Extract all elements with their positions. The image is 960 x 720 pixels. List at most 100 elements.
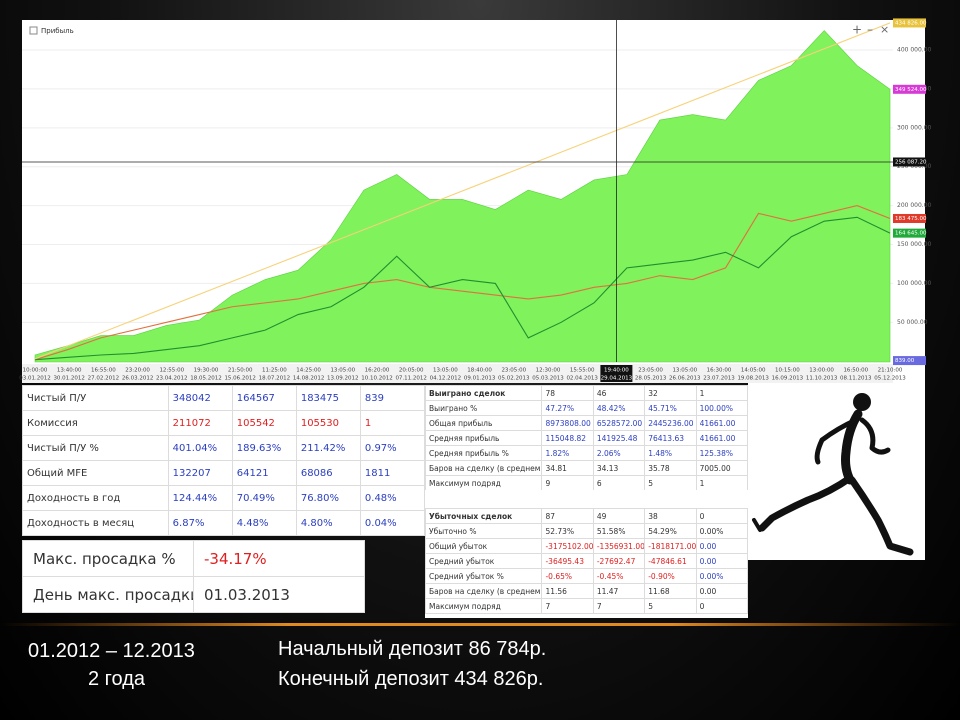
- cell: -47846.61: [644, 553, 697, 569]
- table: Макс. просадка % -34.17% День макс. просад…: [22, 540, 365, 613]
- x-tick-time: 13:40:00: [57, 368, 82, 374]
- row-label: День макс. просадки %: [22, 576, 194, 613]
- cell: 35.78: [644, 460, 697, 476]
- close[interactable]: ×: [880, 23, 889, 36]
- price-tag-label: 183 475.00: [895, 216, 927, 222]
- row-label: Баров на сделку (в среднем): [424, 583, 543, 599]
- y-tick-label: 100 000.00: [897, 280, 932, 287]
- cell: 32: [644, 385, 697, 401]
- duration: 2 года: [88, 668, 146, 690]
- table-row: Макс. просадка % -34.17%: [22, 540, 365, 577]
- plot: 50 000.00 100 000.00 150 000.00 200 000.00 2…: [19, 18, 932, 382]
- cell: 1.48%: [644, 445, 697, 461]
- price-tag-label: 434 826.00: [895, 20, 927, 26]
- cell: -0.45%: [592, 568, 646, 584]
- price-tag: [893, 228, 926, 238]
- x-tick-time: 19:40:00: [604, 368, 629, 374]
- x-tick-time: 21:10:00: [878, 368, 903, 374]
- cell: 100.00%: [695, 400, 749, 416]
- x-tick-time: 21:50:00: [228, 368, 253, 374]
- cell: 211.42%: [295, 435, 361, 461]
- x-tick-time: 11:25:00: [262, 368, 287, 374]
- price-tag: [893, 356, 926, 366]
- price-tag-label: 839.00: [895, 358, 915, 364]
- x-axis-strip: [22, 364, 893, 383]
- cell: 11.47: [592, 583, 646, 599]
- table-row: Чистый П/У 348042 164567 183475 839: [22, 385, 426, 411]
- cell: 0.00: [695, 538, 749, 554]
- start-deposit: Начальный депозит 86 784р.: [278, 638, 547, 660]
- row-label: Выиграно сделок: [424, 385, 543, 401]
- cell: 78: [541, 385, 594, 401]
- table-row: Баров на сделку (в среднем) 11.56 11.47 11.…: [424, 583, 749, 599]
- x-tick-time: 19:30:00: [194, 368, 219, 374]
- x-tick-time: 13:00:00: [809, 368, 834, 374]
- end-deposit: Конечный депозит 434 826р.: [278, 668, 544, 690]
- row-label: Общий убыток: [424, 538, 543, 554]
- cell: 401.04%: [167, 435, 233, 461]
- table: Чистый П/У 348042 164567 183475 839 Комиссия 2…: [22, 385, 426, 536]
- x-tick-time: 14:25:00: [296, 368, 321, 374]
- row-label: Максимум подряд: [424, 475, 543, 491]
- x-tick-time: 14:05:00: [741, 368, 766, 374]
- x-tick-date: 29.04.2013: [601, 376, 633, 382]
- x-tick-time: 13:05:00: [433, 368, 458, 374]
- cell: 1: [695, 475, 749, 491]
- table-row: Убыточно % 52.73% 51.58% 54.29% 0.00%: [424, 523, 749, 539]
- cell: 64121: [231, 460, 297, 486]
- cell: 6.87%: [167, 510, 233, 536]
- x-tick-time: 12:30:00: [536, 368, 561, 374]
- x-tick-date: 02.04.2013: [566, 376, 598, 382]
- zoom-in[interactable]: +: [852, 23, 862, 37]
- cell: 54.29%: [644, 523, 697, 539]
- x-tick-time: 16:30:00: [707, 368, 732, 374]
- x-tick-time: 16:20:00: [365, 368, 390, 374]
- cell: 45.71%: [644, 400, 697, 416]
- cell: 1: [695, 385, 749, 401]
- y-tick-label: 50 000.00: [897, 319, 928, 326]
- cell: 1.82%: [541, 445, 594, 461]
- cell: 8973808.00: [541, 415, 594, 431]
- x-tick-date: 23.07.2013: [703, 376, 735, 382]
- x-tick-date: 11.10.2013: [806, 376, 838, 382]
- runner-illustration: [752, 393, 914, 556]
- x-tick-date: 19.08.2013: [737, 376, 769, 382]
- x-tick-date: 04.12.2012: [430, 376, 462, 382]
- price-tag-label: 256 087.20: [895, 159, 927, 165]
- cell: 5: [644, 598, 697, 614]
- row-label: Доходность в год: [22, 485, 169, 511]
- cell: 51.58%: [592, 523, 646, 539]
- row-label: Убыточно %: [424, 523, 543, 539]
- x-tick-date: 18.05.2012: [190, 376, 222, 382]
- row-label: Средний убыток %: [424, 568, 543, 584]
- cell: 46: [592, 385, 646, 401]
- x-tick-time: 20:05:00: [399, 368, 424, 374]
- price-tag: [893, 18, 926, 28]
- table-row: Средняя прибыль % 1.82% 2.06% 1.48% 125.38%: [424, 445, 749, 461]
- legend-label: Прибыль: [41, 27, 74, 35]
- table-row: Комиссия 211072 105542 105530 1: [22, 410, 426, 436]
- cell: 7: [592, 598, 646, 614]
- x-tick-time: 18:40:00: [467, 368, 492, 374]
- x-tick-date: 05.02.2013: [498, 376, 530, 382]
- x-tick-date: 05.03.2013: [532, 376, 564, 382]
- row-label: Доходность в месяц: [22, 510, 169, 536]
- cell: 4.48%: [231, 510, 297, 536]
- row-label: Чистый П/У %: [22, 435, 169, 461]
- y-tick-label: 200 000.00: [897, 202, 932, 209]
- table-row: Максимум подряд 9 6 5 1: [424, 475, 749, 491]
- table-row: Средний убыток -36495.43 -27692.47 -47846.6…: [424, 553, 749, 569]
- y-tick-label: 250 000.00: [897, 163, 932, 170]
- table-row: Выиграно % 47.27% 48.42% 45.71% 100.00%: [424, 400, 749, 416]
- table: Убыточных сделок 87 49 38 0 Убыточно % 52.73% 5…: [424, 508, 749, 614]
- zoom-out[interactable]: –: [867, 23, 873, 37]
- cell: 7: [541, 598, 594, 614]
- drawdown-table: Макс. просадка % -34.17% День макс. просад…: [22, 540, 365, 613]
- x-tick-date: 13.09.2012: [327, 376, 359, 382]
- cell: 0.04%: [359, 510, 426, 536]
- x-tick-date: 30.01.2012: [53, 376, 85, 382]
- x-tick-date: 03.01.2012: [19, 376, 51, 382]
- price-tag: [893, 157, 926, 167]
- cell: 49: [592, 508, 646, 524]
